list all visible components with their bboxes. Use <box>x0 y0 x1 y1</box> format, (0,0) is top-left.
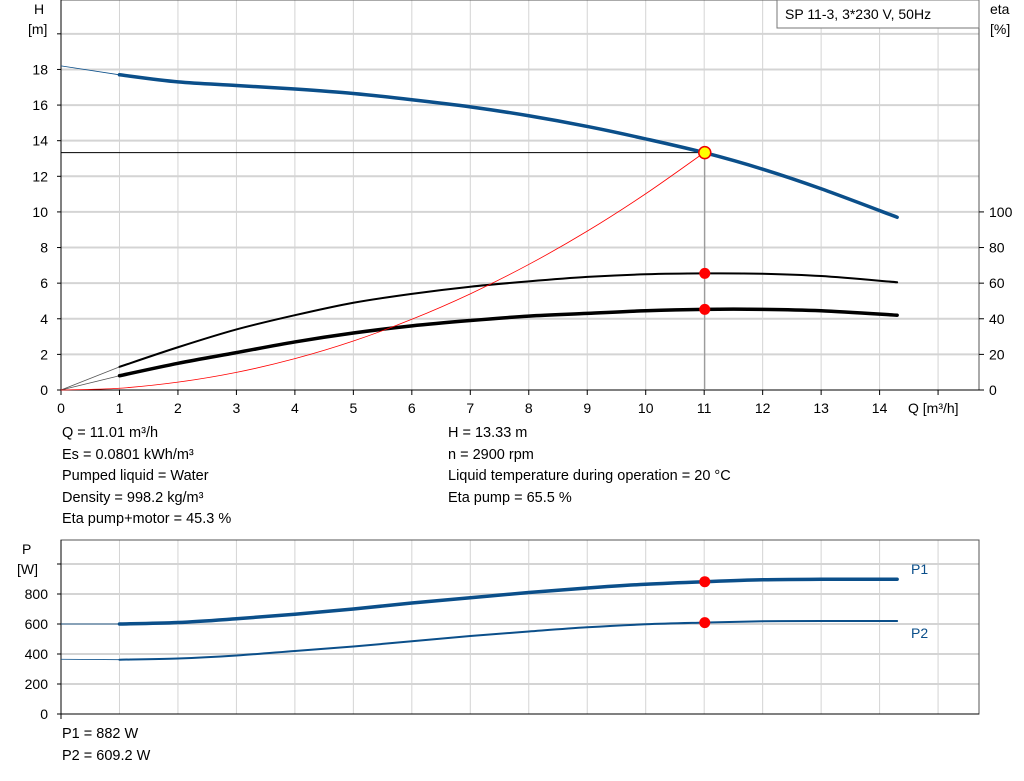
p1-curve <box>117 577 899 626</box>
p-tick-label: 800 <box>25 586 49 602</box>
info-density: Density = 998.2 kg/m³ <box>62 489 204 506</box>
info-left: Q = 11.01 m³/h Es = 0.0801 kWh/m³ Pumped… <box>62 423 231 531</box>
y2-axis-unit: [%] <box>990 21 1010 37</box>
info-p1: P1 = 882 W <box>62 726 139 742</box>
x-tick-label: 13 <box>813 400 829 416</box>
x-tick-label: 7 <box>466 400 474 416</box>
info-eta-total: Eta pump+motor = 45.3 % <box>62 511 232 527</box>
x-tick-label: 6 <box>408 400 416 416</box>
x-tick-label: 1 <box>116 400 124 416</box>
p-tick-label: 0 <box>40 706 48 722</box>
duty-point-p2 <box>699 617 711 629</box>
head-plot-area <box>61 0 979 390</box>
H-curve <box>117 73 899 220</box>
eta_total-curve-extrapolation <box>60 375 120 391</box>
p-axis-unit: [W] <box>17 561 38 577</box>
info-es: Es = 0.0801 kWh/m³ <box>62 446 194 463</box>
info-power: P1 = 882 W P2 = 609.2 W <box>62 724 150 767</box>
x-tick-label: 12 <box>755 400 771 416</box>
y-tick-label: 14 <box>32 133 48 149</box>
x-tick-label: 8 <box>525 400 533 416</box>
info-liquid: Pumped liquid = Water <box>62 468 209 484</box>
p2-curve <box>118 619 899 661</box>
power-plot-area <box>61 540 979 714</box>
x-tick-label: 11 <box>697 400 712 416</box>
y-tick-label: 2 <box>40 346 48 362</box>
x-axis-label: Q [m³/h] <box>908 400 959 416</box>
duty-point-head <box>698 145 712 160</box>
eta_total-curve <box>117 307 899 378</box>
x-tick-label: 3 <box>233 400 241 416</box>
eta_pump-curve <box>118 272 899 368</box>
y2-tick-label: 80 <box>989 240 1005 256</box>
p1-label: P1 <box>911 561 928 577</box>
duty-point-eta-pump <box>699 267 711 279</box>
info-eta-pump: Eta pump = 65.5 % <box>448 489 572 506</box>
y-axis-label: H <box>34 1 44 17</box>
x-tick-label: 14 <box>872 400 888 416</box>
info-n: n = 2900 rpm <box>448 446 534 463</box>
x-tick-label: 2 <box>174 400 182 416</box>
info-temp: Liquid temperature during operation = 20… <box>448 468 731 484</box>
p-tick-label: 200 <box>25 676 49 692</box>
y-tick-label: 16 <box>32 97 48 113</box>
system-curve <box>60 152 705 391</box>
info-q: Q = 11.01 m³/h <box>62 425 159 441</box>
y2-tick-label: 40 <box>989 311 1005 327</box>
y2-tick-label: 100 <box>989 204 1013 220</box>
y2-axis-label: eta <box>990 1 1010 17</box>
p-axis-label: P <box>22 541 31 557</box>
x-tick-label: 4 <box>291 400 299 416</box>
y-axis-unit: [m] <box>28 21 47 37</box>
info-p2: P2 = 609.2 W <box>62 747 151 764</box>
y-tick-label: 18 <box>32 61 48 77</box>
x-tick-label: 0 <box>57 400 65 416</box>
H-curve-extrapolation <box>60 65 120 76</box>
duty-point-p1 <box>699 576 711 588</box>
y-tick-label: 0 <box>40 382 48 398</box>
x-tick-label: 10 <box>638 400 654 416</box>
eta_pump-curve-extrapolation <box>60 366 120 391</box>
duty-point-eta-total <box>699 303 711 315</box>
x-tick-label: 5 <box>349 400 357 416</box>
info-right: H = 13.33 m n = 2900 rpm Liquid temperat… <box>448 423 731 509</box>
y2-tick-label: 0 <box>989 382 997 398</box>
title-box <box>776 0 980 29</box>
x-tick-label: 9 <box>583 400 591 416</box>
y-tick-label: 6 <box>40 275 48 291</box>
y-tick-label: 4 <box>40 311 48 327</box>
y-tick-label: 10 <box>32 204 48 220</box>
y2-tick-label: 60 <box>989 275 1005 291</box>
chart-title: SP 11-3, 3*230 V, 50Hz <box>785 6 931 22</box>
p-tick-label: 400 <box>25 646 49 662</box>
info-h: H = 13.33 m <box>448 425 528 441</box>
y-tick-label: 12 <box>32 168 48 184</box>
y-tick-label: 8 <box>40 240 48 256</box>
p2-label: P2 <box>911 625 928 641</box>
p-tick-label: 600 <box>25 616 49 632</box>
y2-tick-label: 20 <box>989 346 1005 362</box>
